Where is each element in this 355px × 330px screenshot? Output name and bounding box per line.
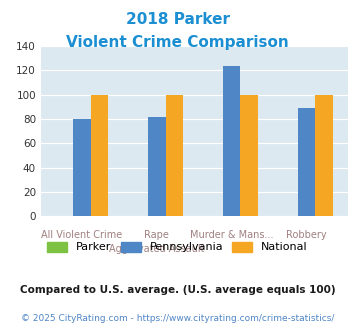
Text: Robbery: Robbery	[286, 230, 327, 240]
Text: Aggravated Assault: Aggravated Assault	[109, 244, 205, 254]
Text: Murder & Mans...: Murder & Mans...	[190, 230, 274, 240]
Bar	[298, 108, 315, 216]
Bar	[165, 95, 183, 216]
Text: © 2025 CityRating.com - https://www.cityrating.com/crime-statistics/: © 2025 CityRating.com - https://www.city…	[21, 314, 334, 323]
Bar	[148, 116, 165, 216]
Text: Violent Crime Comparison: Violent Crime Comparison	[66, 35, 289, 50]
Bar	[91, 95, 108, 216]
Bar	[73, 119, 91, 216]
Legend: Parker, Pennsylvania, National: Parker, Pennsylvania, National	[43, 237, 312, 257]
Text: Compared to U.S. average. (U.S. average equals 100): Compared to U.S. average. (U.S. average …	[20, 285, 335, 295]
Text: All Violent Crime: All Violent Crime	[42, 230, 122, 240]
Bar	[315, 95, 333, 216]
Text: Rape: Rape	[144, 230, 169, 240]
Bar	[240, 95, 258, 216]
Text: 2018 Parker: 2018 Parker	[126, 12, 229, 26]
Bar	[223, 66, 240, 216]
